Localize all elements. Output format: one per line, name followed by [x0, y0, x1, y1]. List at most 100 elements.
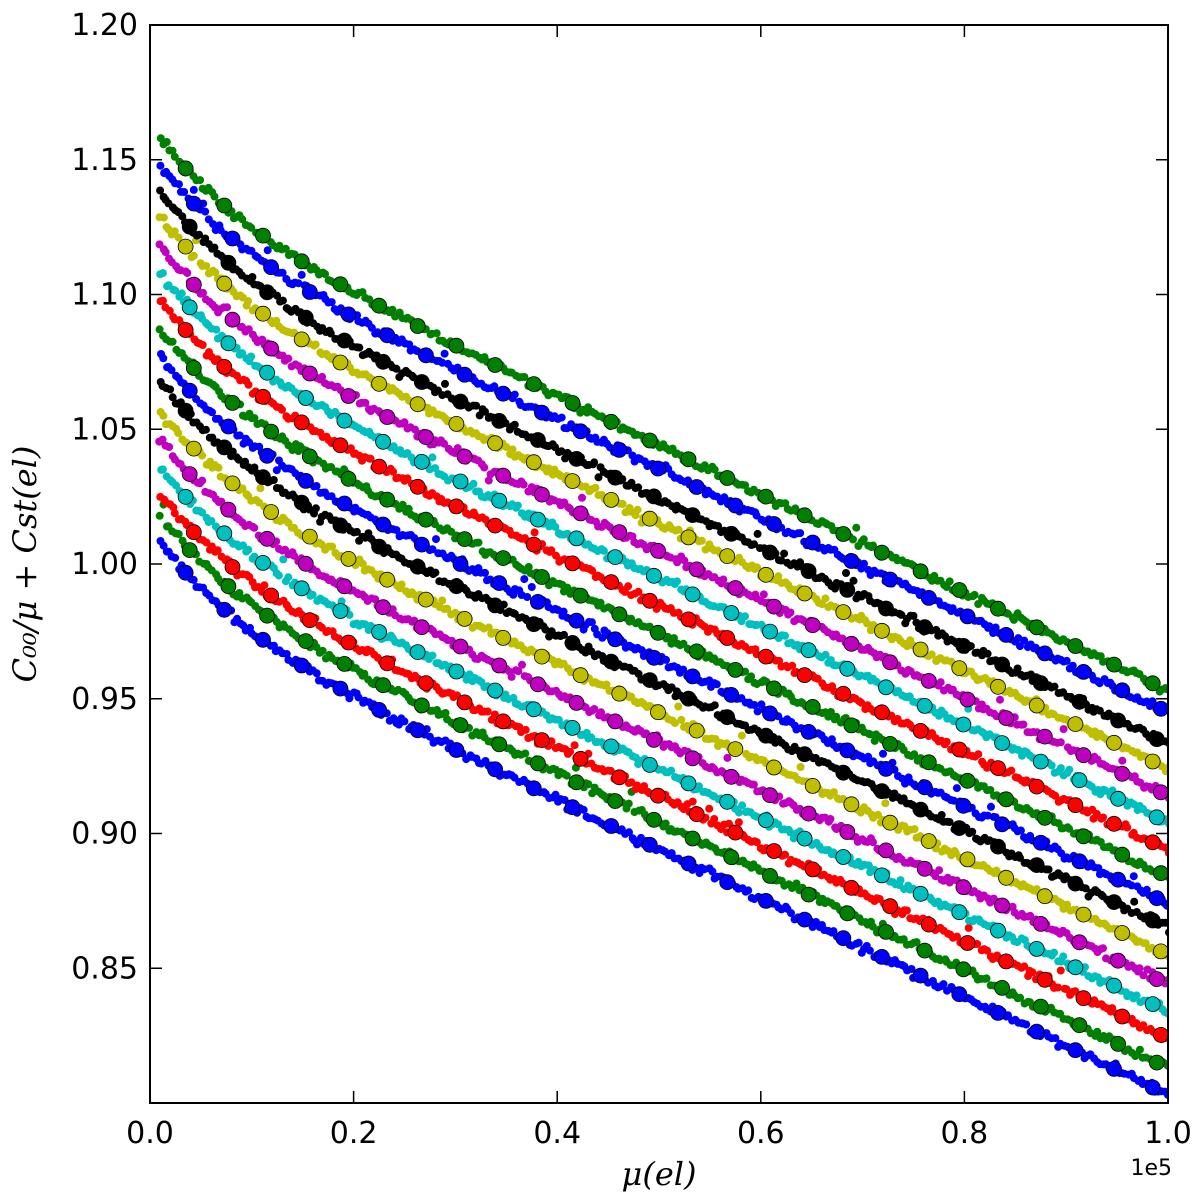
binned-point [912, 723, 929, 739]
data-point [829, 788, 838, 797]
binned-point [641, 510, 658, 527]
binned-point [955, 879, 972, 896]
binned-point [916, 698, 933, 714]
binned-point [1106, 894, 1122, 910]
data-point [530, 528, 539, 537]
binned-point [951, 820, 968, 836]
data-point [278, 405, 286, 414]
data-point [842, 569, 850, 577]
data-point [158, 269, 167, 278]
data-point [431, 464, 440, 473]
data-point [358, 559, 367, 568]
binned-point [719, 793, 736, 810]
binned-point [301, 448, 318, 465]
data-point [624, 582, 633, 591]
binned-point [371, 624, 388, 640]
binned-point [762, 705, 778, 722]
binned-point [650, 787, 666, 804]
binned-point [1153, 1027, 1168, 1043]
data-point [563, 583, 572, 592]
data-point [250, 463, 259, 472]
data-point [912, 938, 921, 947]
data-point [821, 594, 830, 603]
binned-point [1153, 865, 1168, 882]
binned-point [1071, 934, 1088, 951]
data-point [1081, 884, 1090, 893]
data-point [244, 325, 253, 334]
binned-point [727, 824, 744, 841]
binned-point [181, 466, 198, 483]
binned-point [181, 382, 198, 399]
binned-point [650, 624, 666, 641]
data-point [520, 575, 529, 584]
data-point [633, 505, 642, 514]
data-point [1163, 976, 1168, 984]
binned-point [959, 851, 976, 868]
data-point [244, 545, 253, 554]
data-point [158, 296, 167, 305]
binned-point [951, 986, 968, 1003]
binned-point [379, 655, 396, 672]
binned-point [452, 717, 469, 733]
data-point [260, 581, 269, 590]
binned-point [487, 761, 504, 778]
data-point [170, 509, 179, 518]
data-point [705, 804, 714, 813]
binned-point [1067, 875, 1084, 892]
binned-point [1071, 772, 1088, 789]
binned-point [688, 806, 705, 823]
binned-point [916, 860, 933, 877]
binned-point [417, 591, 434, 608]
binned-point [534, 732, 550, 748]
binned-point [603, 653, 620, 670]
data-point [1063, 900, 1072, 909]
binned-point [452, 473, 469, 490]
binned-point [835, 764, 852, 781]
binned-point [766, 843, 782, 859]
data-point [854, 938, 863, 947]
binned-point [1110, 712, 1126, 729]
data-point [1093, 1027, 1102, 1036]
binned-point [491, 412, 508, 429]
binned-point [572, 505, 589, 522]
data-point [863, 619, 872, 628]
binned-point [762, 787, 778, 804]
binned-point [874, 783, 890, 800]
data-point [714, 522, 723, 531]
data-point [949, 796, 958, 805]
data-point [371, 595, 380, 604]
binned-point [375, 599, 392, 616]
binned-point [804, 699, 821, 715]
data-point [290, 551, 299, 560]
binned-point [1067, 797, 1084, 814]
data-point [508, 445, 517, 454]
binned-point [452, 556, 469, 572]
binned-point [379, 409, 396, 425]
binned-point [1075, 828, 1092, 845]
binned-point [255, 555, 271, 571]
data-point [662, 655, 670, 664]
data-point [474, 538, 483, 547]
data-point [453, 444, 462, 453]
data-point [734, 818, 743, 827]
binned-point [727, 580, 744, 596]
data-point [514, 667, 523, 676]
binned-point [835, 849, 852, 865]
binned-point [534, 648, 550, 665]
binned-point [796, 911, 813, 928]
data-point [170, 227, 179, 236]
binned-point [297, 633, 314, 649]
binned-point [990, 678, 1006, 695]
data-point [360, 669, 369, 678]
data-point [398, 500, 407, 509]
binned-point [1144, 912, 1161, 929]
binned-point [603, 738, 620, 755]
data-point [171, 286, 180, 295]
data-point [183, 269, 192, 277]
binned-point [216, 601, 233, 618]
binned-point [758, 812, 774, 829]
binned-point [998, 953, 1014, 970]
data-point [483, 707, 492, 716]
binned-point [491, 492, 508, 509]
binned-point [835, 604, 852, 620]
